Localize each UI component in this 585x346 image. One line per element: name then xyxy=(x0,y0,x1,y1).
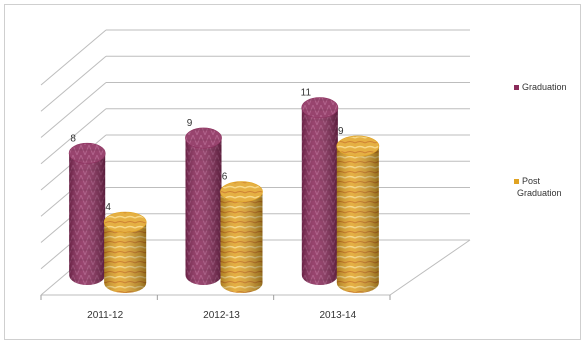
gridlines xyxy=(40,29,471,300)
gridline-side xyxy=(40,55,107,112)
legend-swatch-post-graduation xyxy=(514,179,519,184)
legend-item-graduation: Graduation xyxy=(514,82,567,92)
chart-canvas: 8 4 9 6 11 9 2011-12 2012-13 2013-14 Graduation… xyxy=(40,29,567,321)
legend-label-post-graduation: Post Graduation xyxy=(517,176,562,198)
data-label-post-graduation-2011-12: 4 xyxy=(105,202,111,213)
data-label-graduation-2011-12: 8 xyxy=(70,133,76,144)
bar-graduation-2013-14 xyxy=(301,97,339,285)
legend: Graduation Post Graduation xyxy=(514,82,567,198)
legend-swatch-graduation xyxy=(514,85,519,90)
chart-frame: 8 4 9 6 11 9 2011-12 2012-13 2013-14 Graduation… xyxy=(4,4,581,340)
bar-post-graduation-2013-14 xyxy=(336,135,380,293)
x-tick-label-2012-13: 2012-13 xyxy=(203,310,240,321)
data-labels: 8 4 9 6 11 9 xyxy=(70,88,344,214)
x-tick-label-2011-12: 2011-12 xyxy=(87,310,123,321)
gridline-side xyxy=(40,108,107,165)
data-label-graduation-2013-14: 11 xyxy=(301,88,312,99)
legend-label-graduation: Graduation xyxy=(522,82,567,92)
bar-post-graduation-2012-13 xyxy=(220,181,263,293)
data-label-post-graduation-2013-14: 9 xyxy=(338,126,344,137)
bar-graduation-2011-12 xyxy=(68,142,106,285)
bars-layer xyxy=(68,97,380,294)
bar-graduation-2012-13 xyxy=(185,127,222,285)
data-label-post-graduation-2012-13: 6 xyxy=(222,172,228,183)
gridline-side xyxy=(40,29,107,86)
bar-post-graduation-2011-12 xyxy=(103,211,147,294)
data-label-graduation-2012-13: 9 xyxy=(187,118,193,129)
gridline-side xyxy=(40,82,107,138)
legend-item-post-graduation: Post Graduation xyxy=(514,176,562,198)
x-axis-ticks: 2011-12 2012-13 2013-14 xyxy=(87,310,356,321)
x-tick-label-2013-14: 2013-14 xyxy=(319,310,356,321)
